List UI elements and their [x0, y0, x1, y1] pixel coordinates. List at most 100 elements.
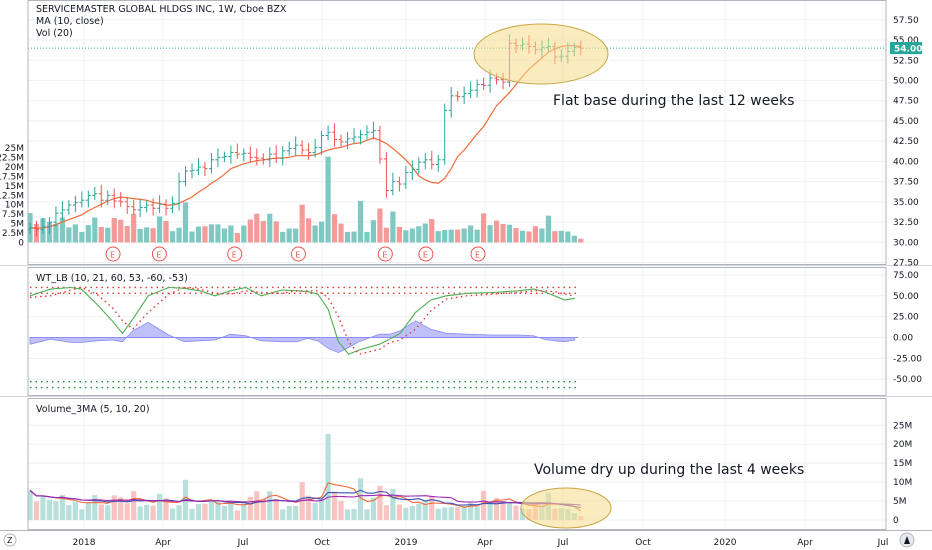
volume-bar [66, 227, 72, 243]
ma-legend: MA (10, close) [36, 16, 104, 27]
earnings-marker[interactable] [418, 246, 434, 262]
volume-bar [182, 202, 189, 243]
wt-panel [29, 286, 578, 389]
volume-3ma-bar [461, 505, 467, 520]
volume-bar [312, 225, 318, 243]
wt-axis-tick: 50.00 [893, 292, 919, 302]
candle [157, 195, 163, 214]
volume-bar [144, 227, 150, 243]
axes: 57.50 55.00 52.50 50.00 47.50 45.00 42.50 40.00… [0, 16, 922, 548]
volume-3ma-bar [72, 501, 78, 520]
volume-3ma-bar [53, 501, 59, 520]
candle [53, 206, 59, 227]
volume-axis-tick: 12.5M [0, 191, 24, 201]
volume-bar [416, 226, 422, 243]
volume-bar [513, 228, 519, 243]
volume-axis-tick: 17.5M [0, 172, 24, 182]
volume-3ma-bar [435, 508, 441, 520]
volume-3ma-bar [319, 499, 325, 520]
earnings-marker[interactable] [377, 246, 393, 262]
volume-3ma-bar [468, 502, 474, 520]
candle [137, 198, 143, 218]
volume-bar [461, 228, 467, 243]
volume-bar [519, 230, 526, 243]
volume-3ma-bar [92, 494, 98, 520]
time-axis-label: Apr [797, 538, 813, 548]
volume-bar [474, 229, 480, 243]
price-axis-tick: 42.50 [893, 137, 919, 147]
panel-frame [0, 0, 932, 531]
earnings-marker-label: E [110, 251, 115, 260]
earnings-marker[interactable] [151, 246, 167, 262]
volume-3ma-bar [338, 501, 344, 520]
candle [474, 79, 480, 98]
candle [33, 220, 39, 237]
volume-bar [442, 230, 448, 243]
price-axis-tick: 47.50 [893, 97, 919, 107]
volume-3ma-bar [79, 509, 85, 520]
volume-3ma-bar [403, 507, 409, 520]
candle [215, 148, 221, 168]
time-axis-label: Oct [314, 538, 330, 548]
earnings-marker[interactable] [227, 246, 243, 262]
candle [72, 195, 78, 213]
candle [144, 200, 150, 213]
time-axis-label: Jul [237, 538, 249, 548]
time-axis-label: Apr [477, 538, 493, 548]
price-axis-tick: 32.50 [893, 218, 919, 228]
volume-bar [111, 217, 117, 243]
volume-3ma-bar [85, 502, 91, 520]
volume-3ma-bar [260, 498, 266, 520]
wt-axis-tick: 0.00 [893, 334, 913, 344]
candle [189, 163, 195, 179]
volume-axis-tick: 22.5M [0, 153, 24, 163]
volume-3ma-bar [487, 502, 493, 520]
candles [27, 34, 886, 237]
volume-3ma-bar [396, 504, 402, 520]
volume-3ma-bar [429, 496, 435, 520]
flat-base-note: Flat base during the last 12 weeks [553, 93, 794, 109]
volume-bar [331, 214, 338, 243]
volume-bar [137, 228, 143, 243]
volume-3ma-bar [364, 509, 370, 520]
volume-3ma-bar [195, 504, 202, 520]
volume-3ma-bar [383, 505, 389, 520]
candle [396, 176, 402, 192]
volume-bar [118, 219, 124, 243]
volume-3ma-bar [157, 493, 163, 520]
volume-3ma-title: Volume_3MA (5, 10, 20) [36, 404, 150, 415]
volume-ma-20-line [29, 489, 581, 506]
last-price-label: 54.00 [894, 45, 922, 55]
candle [176, 172, 182, 211]
volume-bar [260, 220, 266, 243]
zoom-icon[interactable] [3, 533, 17, 547]
volume-bar [319, 221, 325, 243]
earnings-marker[interactable] [105, 246, 121, 262]
volume-3ma-bar [189, 509, 195, 520]
earnings-marker-label: E [423, 251, 428, 260]
volume-bar [53, 223, 59, 243]
volume-bar [455, 229, 461, 243]
volume-3ma-bar [124, 503, 130, 520]
candle [312, 138, 318, 158]
volume-3ma-bar [474, 507, 480, 520]
volume-3ma-bar [370, 497, 377, 520]
volume-3ma-bar [455, 507, 461, 520]
volume-bar [163, 220, 169, 243]
earnings-marker[interactable] [470, 246, 486, 262]
volume-3ma-bar [286, 505, 292, 520]
candle [332, 123, 338, 147]
volume-3ma-bar [409, 505, 415, 520]
earnings-marker[interactable] [290, 246, 306, 262]
candle [299, 140, 305, 155]
volume-bar [202, 226, 208, 243]
volume-3ma-bar [66, 504, 72, 520]
volume-3ma-bar [208, 501, 215, 520]
candle [195, 158, 201, 176]
volume-3ma-bar [46, 499, 53, 520]
volume-bar [254, 213, 260, 243]
volume-bar [280, 231, 286, 243]
price-axis-tick: 52.50 [893, 56, 919, 66]
candle [111, 188, 117, 209]
